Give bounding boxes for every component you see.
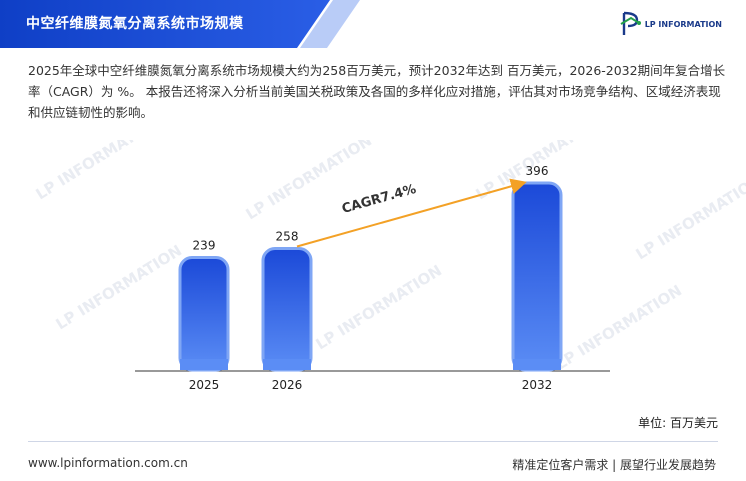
description-text: 2025年全球中空纤维膜氮氧分离系统市场规模大约为258百万美元，预计2032年… (28, 63, 726, 120)
brand-logo: LP INFORMATION (619, 9, 722, 39)
footer-slogan: 精准定位客户需求 | 展望行业发展趋势 (512, 458, 716, 472)
bar-base-2025 (180, 359, 228, 370)
watermark-layer: LP INFORMATION LP INFORMATION LP INFORMATI… (33, 111, 746, 373)
page-title: 中空纤维膜氮氧分离系统市场规模 (26, 16, 244, 32)
lp-logo-icon (620, 11, 641, 35)
labels-group: 239 2025 258 2026 396 2032 CAGR7.4% (189, 164, 553, 392)
description: 2025年全球中空纤维膜氮氧分离系统市场规模大约为258百万美元，预计2032年… (28, 60, 728, 123)
watermark-text: LP INFORMATION (53, 241, 185, 333)
watermark-text: LP INFORMATION (33, 140, 165, 203)
category-label-2032: 2032 (522, 378, 553, 392)
bar-2032 (511, 181, 563, 372)
bar-chart: LP INFORMATION LP INFORMATION LP INFORMATI… (33, 111, 746, 392)
watermark-text: LP INFORMATION (633, 171, 746, 263)
bar-base-2032 (513, 359, 561, 370)
value-label-2026: 258 (276, 230, 299, 244)
cagr-annotation: CAGR7.4% (340, 182, 418, 217)
footer-website[interactable]: www.lpinformation.com.cn (28, 456, 188, 470)
category-label-2026: 2026 (272, 378, 303, 392)
logo-text: LP INFORMATION (644, 19, 722, 29)
footer-divider (28, 441, 718, 442)
bars-group (135, 181, 610, 372)
unit-label: 单位: 百万美元 (638, 416, 718, 430)
watermark-text: LP INFORMATION (313, 261, 445, 353)
title-band (0, 0, 330, 48)
bar-base-2026 (263, 359, 311, 370)
value-label-2025: 239 (193, 239, 216, 253)
chart-area: LP INFORMATION LP INFORMATION LP INFORMATI… (0, 111, 746, 430)
bar-2025 (178, 256, 230, 372)
cagr-arrow (296, 178, 527, 248)
bar-2026 (261, 247, 313, 372)
watermark-text: LP INFORMATION (553, 281, 685, 373)
header-bar: 中空纤维膜氮氧分离系统市场规模 LP INFORMATION (0, 0, 746, 48)
value-label-2032: 396 (526, 164, 549, 178)
category-label-2025: 2025 (189, 378, 220, 392)
